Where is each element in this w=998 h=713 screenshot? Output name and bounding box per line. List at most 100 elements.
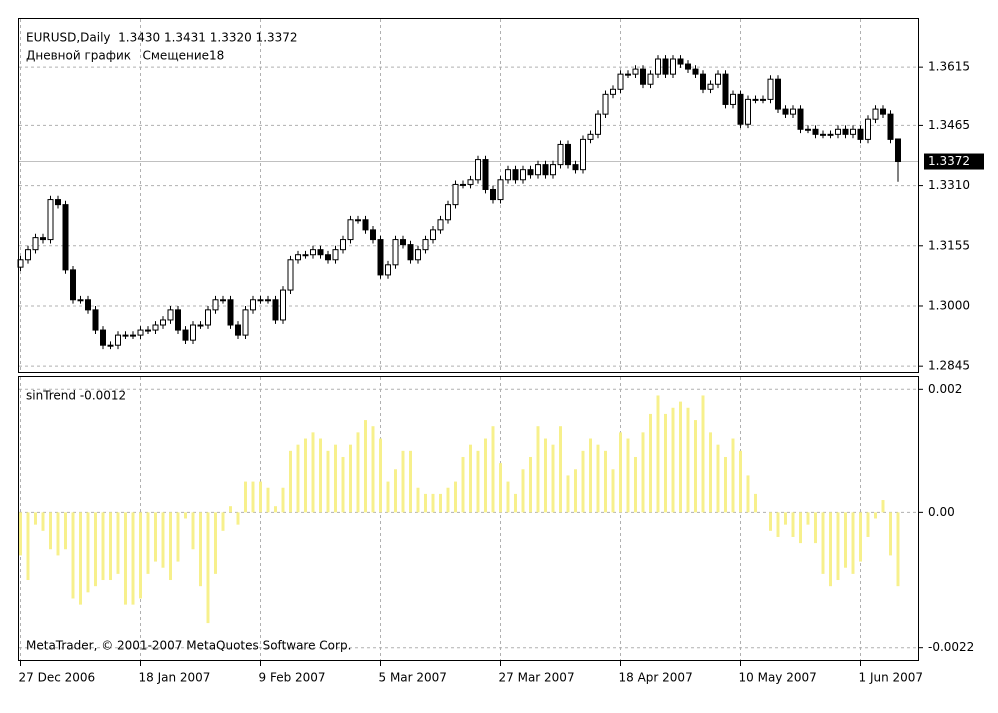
candle-body xyxy=(662,58,669,75)
candle-body xyxy=(55,199,61,206)
candle-body xyxy=(100,329,106,346)
candle-body xyxy=(407,244,414,261)
candle-body xyxy=(212,299,219,311)
candle-body xyxy=(460,183,466,186)
candle-body xyxy=(325,254,331,261)
histogram-bar xyxy=(79,512,82,605)
candle-body xyxy=(550,164,556,176)
indicator-panel-frame xyxy=(18,376,919,661)
histogram-bar xyxy=(424,493,427,513)
candle-body xyxy=(250,299,256,311)
histogram-bar xyxy=(566,475,570,513)
histogram-bar xyxy=(724,456,727,513)
candle-body xyxy=(287,259,294,291)
histogram-bar xyxy=(679,401,682,513)
candle-body xyxy=(167,309,174,321)
histogram-bar xyxy=(664,413,667,513)
histogram-bar xyxy=(604,450,607,513)
histogram-bar xyxy=(19,512,22,556)
histogram-bar xyxy=(521,469,525,513)
candle-body xyxy=(32,237,39,251)
candle-body xyxy=(820,133,826,136)
histogram-bar xyxy=(626,438,630,513)
histogram-bar xyxy=(491,426,495,513)
histogram-bar xyxy=(701,395,705,513)
x-tick-label: 18 Apr 2007 xyxy=(619,671,693,685)
candle-body xyxy=(362,219,369,231)
candle-body xyxy=(452,183,459,206)
candle-body xyxy=(842,128,849,135)
candle-body xyxy=(512,169,519,181)
histogram-bar xyxy=(401,450,405,513)
candle-body xyxy=(520,169,526,181)
histogram-bar xyxy=(461,456,465,513)
histogram-bar xyxy=(34,512,37,525)
histogram-bar xyxy=(259,481,262,513)
candle-body xyxy=(370,229,376,241)
histogram-bar xyxy=(371,426,375,513)
histogram-bar xyxy=(881,500,885,513)
candle-body xyxy=(317,249,324,256)
histogram-bar xyxy=(731,438,735,513)
candle-body xyxy=(647,73,654,85)
candle-body xyxy=(835,128,841,135)
indicator-title: sinTrend -0.0012 xyxy=(26,389,126,403)
candle-body xyxy=(865,118,871,140)
candle-body xyxy=(580,138,586,171)
candle-body xyxy=(737,93,744,125)
x-tick-label: 1 Jun 2007 xyxy=(859,671,924,685)
histogram-bar xyxy=(349,444,352,513)
candle-body xyxy=(347,219,354,241)
histogram-bar xyxy=(86,512,90,593)
histogram-bar xyxy=(169,512,172,581)
histogram-bar xyxy=(574,469,577,513)
histogram-bar xyxy=(116,512,120,574)
last-price-label: 1.3372 xyxy=(928,154,970,168)
histogram-bar xyxy=(244,481,247,513)
histogram-bar xyxy=(304,438,307,513)
candle-body xyxy=(632,68,639,75)
histogram-bar xyxy=(409,450,412,513)
histogram-bar xyxy=(754,493,757,513)
histogram-bar xyxy=(439,493,442,513)
histogram-bar xyxy=(694,420,697,513)
histogram-bar xyxy=(274,506,277,513)
candle-body xyxy=(482,159,489,190)
y-tick-label: 1.3615 xyxy=(928,60,970,74)
histogram-bar xyxy=(769,512,772,531)
histogram-bar xyxy=(184,512,187,519)
candle-body xyxy=(92,309,99,331)
histogram-bar xyxy=(94,512,97,587)
candle-body xyxy=(767,78,774,100)
candle-body xyxy=(812,128,819,135)
candle-body xyxy=(610,88,616,95)
candle-body xyxy=(62,204,69,271)
histogram-bar xyxy=(109,512,112,581)
candle-body xyxy=(70,269,76,301)
histogram-bar xyxy=(229,506,232,513)
candle-body xyxy=(490,188,496,201)
y-tick-label: -0.0022 xyxy=(928,640,974,654)
histogram-bar xyxy=(799,512,802,544)
price-panel-frame xyxy=(18,18,919,373)
candle-body xyxy=(565,143,571,166)
candle-body xyxy=(272,299,279,321)
histogram-bar xyxy=(124,512,127,605)
candle-body xyxy=(722,73,729,105)
x-tick-label: 18 Jan 2007 xyxy=(139,671,211,685)
histogram-bar xyxy=(454,481,457,513)
histogram-bar xyxy=(431,493,435,513)
candle-body xyxy=(310,249,316,256)
candle-body xyxy=(797,108,804,130)
histogram-bar xyxy=(64,512,67,550)
x-tick-label: 10 May 2007 xyxy=(739,671,817,685)
histogram-bar xyxy=(416,487,420,513)
candle-body xyxy=(625,73,631,76)
histogram-bar xyxy=(641,432,645,513)
candle-body xyxy=(640,68,646,85)
candle-body xyxy=(850,128,856,135)
histogram-bar xyxy=(206,512,210,624)
candle-body xyxy=(715,73,721,85)
candle-body xyxy=(880,108,886,115)
